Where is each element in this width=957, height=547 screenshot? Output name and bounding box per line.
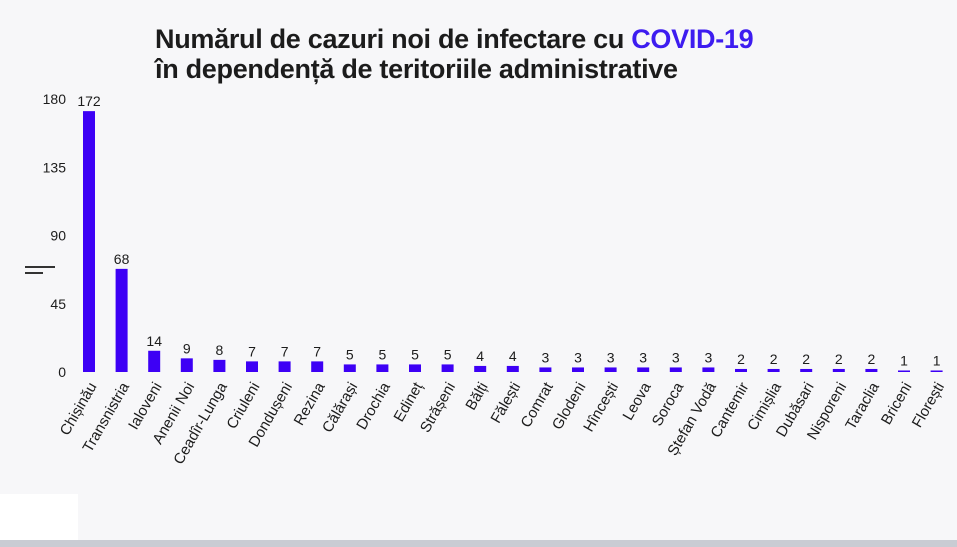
y-tick-label: 90: [50, 228, 66, 244]
data-label: 2: [868, 351, 876, 367]
bar: [898, 370, 910, 372]
bar: [246, 361, 258, 372]
title-line-2: în dependență de teritoriile administrat…: [155, 54, 678, 84]
bar: [474, 365, 487, 372]
bottom-strip: [0, 540, 957, 547]
data-label: 8: [216, 342, 224, 358]
data-label: 4: [476, 348, 484, 364]
bar: [572, 367, 584, 372]
bar: [409, 364, 421, 372]
bar: [669, 367, 682, 372]
bar: [441, 364, 454, 372]
title-accent: COVID-19: [631, 24, 754, 54]
bar: [735, 368, 747, 372]
bar: [767, 368, 780, 372]
title-line-1: Numărul de cazuri noi de infectare cu CO…: [155, 24, 754, 54]
y-tick-label: 135: [43, 159, 67, 175]
data-label: 2: [802, 351, 810, 367]
data-label: 3: [607, 349, 615, 365]
x-tick-label: Florești: [909, 380, 948, 431]
data-label: 3: [705, 349, 713, 365]
data-label: 2: [770, 351, 778, 367]
bar: [115, 268, 128, 372]
data-label: 5: [346, 346, 354, 362]
bar: [702, 367, 715, 372]
data-label: 1: [900, 352, 908, 368]
bar: [539, 367, 552, 372]
bar: [311, 361, 324, 372]
bar: [213, 359, 226, 372]
data-label: 2: [835, 351, 843, 367]
data-label: 14: [146, 333, 162, 349]
x-tick-label: Leova: [620, 379, 655, 423]
data-label: 9: [183, 340, 191, 356]
bar: [148, 350, 161, 372]
data-label: 3: [574, 349, 582, 365]
white-patch: [0, 494, 78, 540]
y-tick-label: 0: [58, 364, 66, 380]
bar: [832, 368, 845, 372]
bar: [800, 368, 813, 372]
data-label: 7: [248, 343, 256, 359]
bar: [637, 367, 650, 372]
data-label: 3: [639, 349, 647, 365]
data-label: 4: [509, 348, 517, 364]
bar: [506, 365, 519, 372]
bar: [83, 111, 95, 372]
data-label: 5: [411, 346, 419, 362]
data-label: 7: [281, 343, 289, 359]
data-label: 5: [444, 346, 452, 362]
y-tick-label: 45: [50, 296, 66, 312]
legend-dash-top: [25, 266, 55, 268]
data-label: 1: [933, 352, 941, 368]
data-label: 5: [379, 346, 387, 362]
bar: [180, 358, 193, 372]
data-label: 2: [737, 351, 745, 367]
bar: [930, 370, 943, 372]
bar: [865, 368, 878, 372]
data-label: 3: [672, 349, 680, 365]
data-label: 7: [313, 343, 321, 359]
title-line-1-text: Numărul de cazuri noi de infectare cu: [155, 24, 632, 54]
bar: [278, 361, 291, 372]
x-tick-label: Bălți: [462, 380, 491, 414]
data-label: 3: [542, 349, 550, 365]
bar: [604, 367, 617, 372]
chart-title: Numărul de cazuri noi de infectare cu CO…: [155, 24, 754, 84]
bar: [343, 364, 356, 372]
data-label: 68: [114, 251, 130, 267]
legend-dash-bottom: [25, 272, 43, 274]
y-tick-label: 180: [43, 91, 67, 107]
data-label: 172: [77, 93, 101, 109]
bar: [376, 364, 389, 372]
